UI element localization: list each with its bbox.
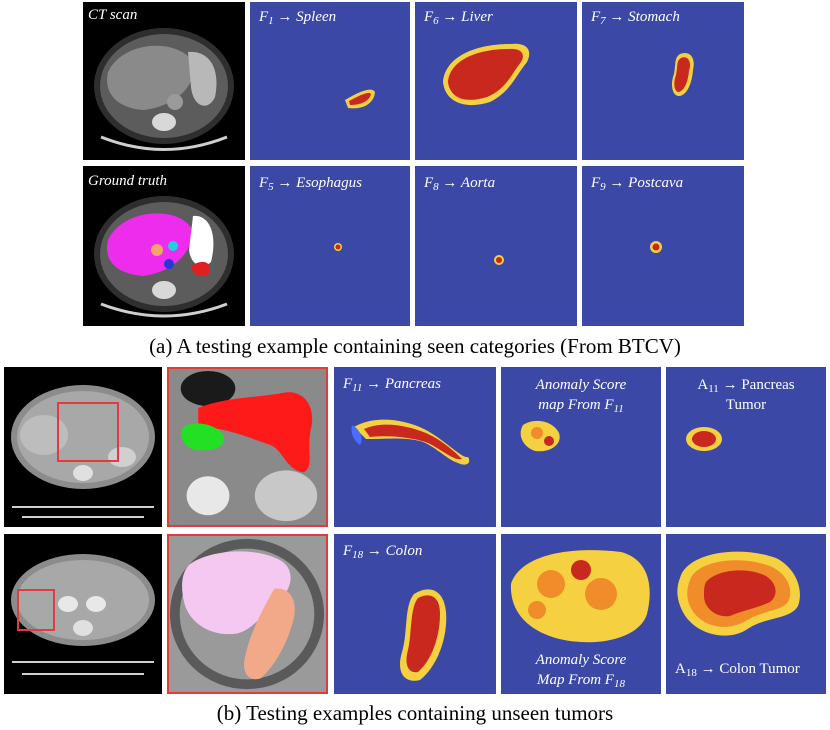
caption-a: (a) A testing example containing seen ca…	[149, 334, 681, 358]
anomaly-map-colon: Anomaly Score Map From F18	[501, 534, 661, 694]
tumor-line2: Tumor	[725, 397, 767, 413]
ct-scan-label: CT scan	[88, 7, 138, 23]
heatmap-esophagus: F5 → Esophagus	[250, 166, 410, 326]
ct-scan-drawing	[94, 28, 234, 151]
heatmap-liver: F6 → Liver	[415, 2, 577, 160]
aorta-activation	[494, 255, 504, 265]
colon-anomaly-label: Anomaly Score Map From F18	[501, 650, 661, 690]
colon-tumor-label: A18 → Colon Tumor	[675, 661, 800, 679]
esophagus-activation	[334, 243, 342, 251]
pancreas-activation	[351, 419, 470, 465]
colon-map-label: F18 → Colon	[343, 543, 423, 561]
colon-case-drawing	[11, 554, 155, 675]
pancreas-anomaly-activation	[520, 420, 560, 452]
pancreas-case-drawing	[11, 385, 155, 518]
zoom-pancreas	[167, 367, 328, 527]
postcava-map-label: F9 → Postcava	[591, 175, 684, 193]
anomaly-map-pancreas: Anomaly Score map From F11	[501, 367, 661, 527]
colon-anomaly-activation	[510, 550, 650, 643]
ct-scan-image: CT scan	[83, 2, 245, 160]
tumor-map-pancreas: A11 → Pancreas Tumor	[666, 367, 826, 527]
spleen-map-label: F1 → Spleen	[259, 9, 337, 27]
tumor-line1: A11 → Pancreas	[697, 377, 795, 395]
heatmap-colon: F18 → Colon	[334, 534, 496, 694]
heatmap-stomach: F7 → Stomach	[582, 2, 744, 160]
ground-truth-drawing	[94, 196, 234, 318]
postcava-activation	[650, 241, 662, 253]
spleen-activation	[345, 89, 375, 109]
heatmap-pancreas: F11 → Pancreas	[334, 367, 496, 527]
stomach-activation	[672, 52, 694, 97]
stomach-map-label: F7 → Stomach	[591, 9, 680, 27]
colon-zoom-drawing	[169, 536, 326, 692]
tumor-map-colon: A18 → Colon Tumor	[666, 534, 826, 694]
ground-truth-label: Ground truth	[88, 173, 168, 189]
esophagus-map-label: F5 → Esophagus	[259, 175, 363, 193]
anomaly-line1: Anomaly Score	[535, 652, 627, 668]
pancreas-map-label: F11 → Pancreas	[343, 376, 441, 394]
ct-scan-colon-case	[4, 534, 162, 694]
ct-scan-pancreas-case	[4, 367, 162, 527]
anomaly-line1: Anomaly Score	[535, 377, 627, 393]
anomaly-line2: map From F11	[538, 397, 624, 415]
aorta-map-label: F8 → Aorta	[424, 175, 496, 193]
colon-activation	[400, 589, 447, 681]
caption-b: (b) Testing examples containing unseen t…	[216, 701, 614, 725]
liver-map-label: F6 → Liver	[424, 9, 493, 27]
heatmap-postcava: F9 → Postcava	[582, 166, 744, 326]
pancreas-tumor-label: A11 → Pancreas Tumor	[666, 375, 826, 415]
colon-tumor-activation	[677, 551, 800, 636]
pancreas-anomaly-label: Anomaly Score map From F11	[501, 375, 661, 415]
heatmap-aorta: F8 → Aorta	[415, 166, 577, 326]
pancreas-tumor-activation	[686, 427, 722, 451]
ground-truth-image: Ground truth	[83, 166, 245, 326]
heatmap-spleen: F1 → Spleen	[250, 2, 410, 160]
pancreas-zoom-drawing	[169, 369, 326, 525]
anomaly-line2: Map From F18	[537, 672, 625, 690]
liver-activation	[443, 43, 530, 106]
zoom-colon	[167, 534, 328, 694]
